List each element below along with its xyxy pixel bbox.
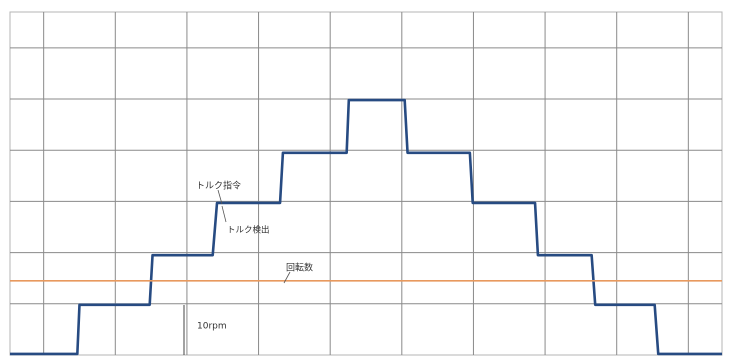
annotation: 回転数 (286, 262, 313, 274)
annotation: トルク検出 (227, 225, 270, 236)
annotation: トルク指令 (196, 180, 241, 192)
chart: トルク指令 トルク検出 回転数 10rpm (0, 0, 731, 363)
annotation: 10rpm (197, 322, 227, 332)
